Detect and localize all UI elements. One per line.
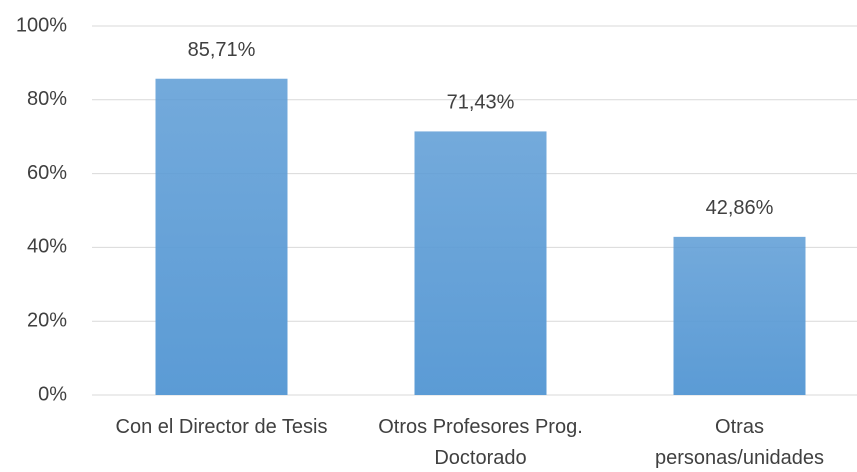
y-tick-label: 40% — [27, 236, 67, 258]
bar — [673, 236, 806, 395]
data-label: 42,86% — [706, 197, 774, 219]
y-tick-label: 20% — [27, 309, 67, 331]
data-label: 71,43% — [447, 92, 515, 114]
x-tick-label: Con el Director de Tesis — [115, 416, 328, 438]
y-tick-label: 80% — [27, 88, 67, 110]
x-tick-label: Otros Profesores Prog. Doctorado — [378, 416, 583, 469]
bar — [414, 131, 547, 396]
bar — [155, 78, 288, 395]
y-tick-label: 100% — [16, 14, 67, 36]
y-tick-label: 60% — [27, 162, 67, 184]
data-label: 85,71% — [188, 39, 256, 61]
x-tick-label: Otras personas/unidades — [654, 416, 824, 469]
y-tick-label: 0% — [38, 383, 67, 405]
